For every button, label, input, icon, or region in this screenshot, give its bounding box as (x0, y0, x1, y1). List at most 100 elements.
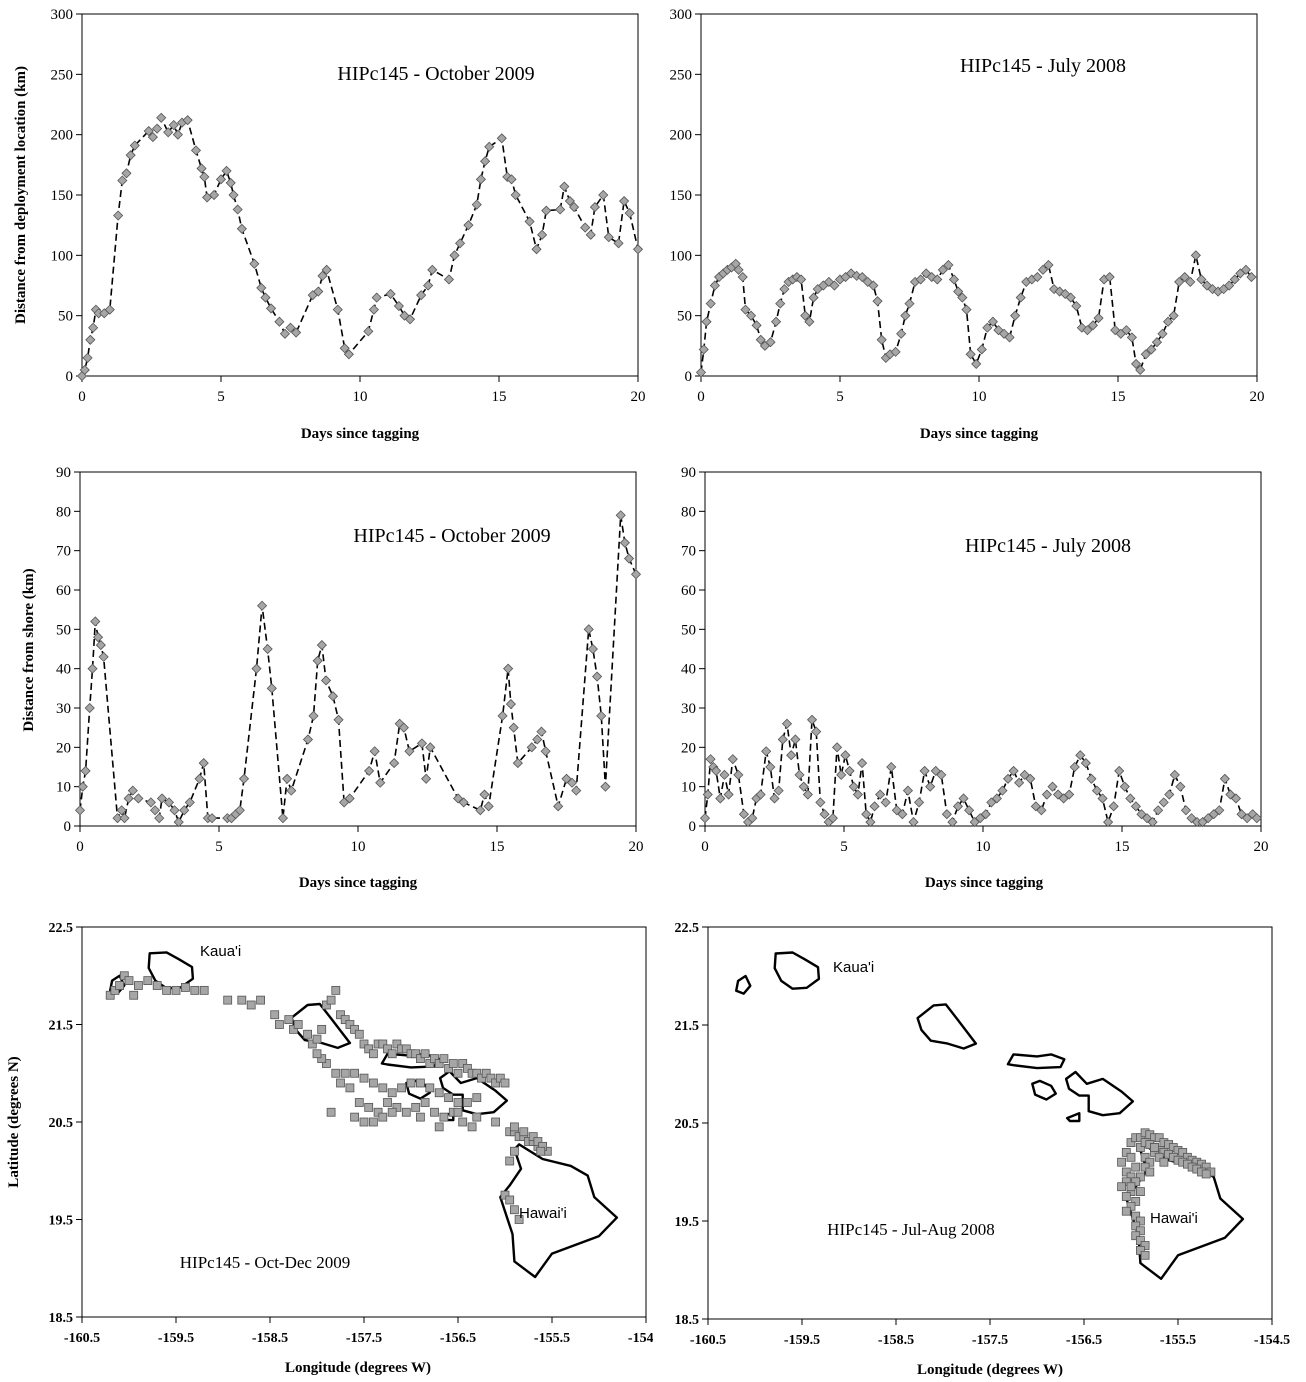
data-point (286, 785, 297, 796)
location-point (514, 1215, 524, 1224)
location-point (1140, 1250, 1150, 1260)
location-point (143, 976, 153, 986)
location-point (1135, 1236, 1145, 1246)
location-point (350, 1068, 360, 1078)
chart-panel-3: 0 10 20 30 40 50 60 70 80 90 0 5 10 15 20 HIPc145 - O… (0, 450, 653, 900)
y-tick-label: 50 (58, 309, 73, 325)
data-point (831, 742, 843, 753)
data-point (1164, 789, 1175, 800)
data-point (1151, 337, 1162, 348)
data-point (125, 150, 136, 161)
chart-1-svg: 0 50 100 150 200 250 300 0 5 10 15 20 HIPc145 - Oc… (13, 7, 646, 442)
data-point (745, 310, 757, 321)
y-axis-label: Distance from deployment location (km) (13, 66, 29, 324)
y-tick-label: 20.5 (675, 1117, 700, 1132)
data-point (755, 789, 766, 800)
data-point (80, 765, 91, 776)
data-point (279, 328, 291, 339)
location-point (500, 1190, 510, 1200)
data-point (168, 119, 179, 131)
location-point (378, 1112, 388, 1122)
data-point (156, 112, 167, 123)
x-tick-label: 20 (631, 389, 646, 405)
data-point (536, 726, 547, 737)
data-point (953, 286, 964, 297)
data-point (463, 220, 474, 231)
location-point (1117, 1182, 1127, 1192)
x-tick-label: -156.5 (440, 1331, 476, 1346)
data-point (761, 746, 772, 757)
location-point (519, 1127, 529, 1137)
location-point (425, 1083, 435, 1093)
location-point (1135, 1143, 1145, 1152)
island-label-kauai: Kaua'i (833, 959, 874, 976)
data-point (1162, 316, 1174, 327)
data-point (1041, 789, 1053, 800)
location-point (368, 1117, 378, 1127)
data-point (964, 805, 975, 816)
x-tick-label: -158.5 (252, 1331, 288, 1346)
island-outline-oahu (916, 1003, 978, 1050)
data-point (312, 655, 323, 666)
data-point (755, 334, 766, 345)
map-2-svg: 18.5 19.5 20.5 21.5 22.5 -160.5 -159.5 -158.5 -… (675, 921, 1291, 1378)
data-point (1146, 344, 1157, 355)
data-point (1010, 310, 1021, 321)
data-point (1104, 271, 1115, 283)
location-point (1140, 1241, 1150, 1250)
data-point (225, 177, 236, 188)
y-tick-label: 18.5 (49, 1311, 74, 1326)
data-point (1086, 773, 1097, 784)
data-point (869, 801, 880, 812)
data-point (1246, 271, 1257, 283)
location-point (434, 1122, 444, 1132)
y-tick-label: 40 (681, 662, 696, 678)
data-point (184, 797, 195, 808)
data-point (719, 769, 730, 780)
data-point (1240, 264, 1251, 275)
data-point (794, 769, 805, 780)
data-point (526, 742, 537, 753)
data-point (740, 304, 751, 315)
location-point (1126, 1138, 1136, 1148)
location-point (448, 1059, 458, 1068)
data-point (819, 809, 830, 820)
data-point (121, 168, 132, 179)
data-point (876, 334, 887, 345)
location-point (439, 1054, 449, 1064)
data-point (82, 352, 93, 363)
data-point (503, 663, 514, 674)
y-tick-label: 21.5 (675, 1019, 700, 1034)
location-point (1135, 1226, 1145, 1236)
data-point (421, 773, 432, 784)
location-point (1131, 1211, 1141, 1221)
data-point (947, 817, 958, 828)
data-point (532, 734, 543, 745)
location-point (401, 1044, 411, 1054)
y-axis-label: Latitude (degrees N) (6, 1056, 22, 1187)
data-point (251, 663, 262, 674)
data-point (506, 174, 517, 185)
data-point (958, 793, 969, 804)
data-point (769, 793, 780, 804)
location-point (453, 1107, 463, 1117)
location-point (406, 1078, 416, 1088)
data-point (320, 675, 332, 686)
island-label-hawaii: Hawai'i (1150, 1210, 1198, 1227)
data-point (1091, 785, 1103, 796)
location-point (472, 1093, 482, 1103)
location-point (415, 1078, 425, 1088)
data-point (215, 174, 227, 185)
y-tick-label: 90 (56, 465, 71, 481)
x-tick-label: -154.5 (628, 1331, 653, 1346)
data-point (1114, 765, 1125, 776)
island-outline-kauai (773, 951, 821, 990)
data-point (564, 195, 575, 207)
location-point (536, 1146, 546, 1156)
location-point (1140, 1152, 1150, 1162)
location-point (477, 1073, 486, 1083)
data-point (915, 274, 926, 285)
data-point (829, 280, 840, 291)
location-point (162, 985, 172, 995)
data-point (896, 328, 907, 339)
